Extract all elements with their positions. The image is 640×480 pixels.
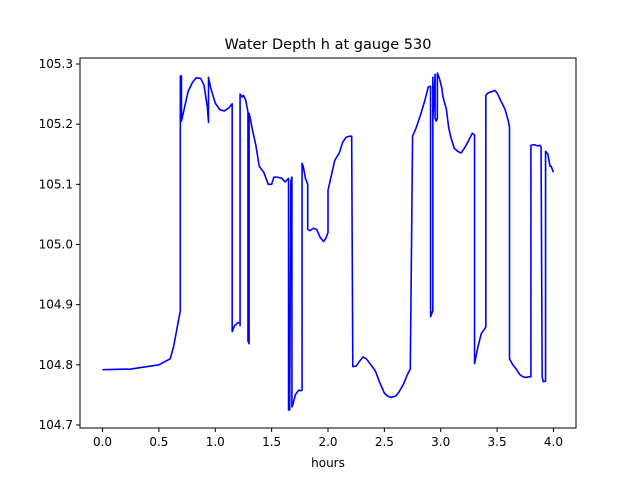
x-tick-label: 4.0 bbox=[544, 435, 563, 449]
y-tick-label: 105.3 bbox=[39, 57, 73, 71]
x-tick-label: 3.5 bbox=[488, 435, 507, 449]
x-tick-label: 1.5 bbox=[262, 435, 281, 449]
y-tick-label: 105.2 bbox=[39, 117, 73, 131]
series-line-0 bbox=[102, 72, 555, 411]
y-tick-label: 105.0 bbox=[39, 238, 73, 252]
x-axis-ticks: 0.0 0.5 1.0 1.5 2.0 2.5 3.0 3.5 4.0 bbox=[93, 428, 563, 449]
y-axis-ticks: 104.7 104.8 104.9 105.0 105.1 105.2 105.3 bbox=[39, 57, 80, 432]
x-tick-label: 0.0 bbox=[93, 435, 112, 449]
y-tick-label: 104.9 bbox=[39, 298, 73, 312]
x-tick-label: 2.0 bbox=[318, 435, 337, 449]
y-tick-label: 104.8 bbox=[39, 358, 73, 372]
x-tick-label: 0.5 bbox=[149, 435, 168, 449]
y-tick-label: 104.7 bbox=[39, 418, 73, 432]
plot-area bbox=[102, 72, 555, 411]
x-tick-label: 1.0 bbox=[206, 435, 225, 449]
x-tick-label: 2.5 bbox=[375, 435, 394, 449]
chart-title: Water Depth h at gauge 530 bbox=[225, 37, 432, 53]
x-axis-label: hours bbox=[311, 456, 345, 470]
y-tick-label: 105.1 bbox=[39, 177, 73, 191]
x-tick-label: 3.0 bbox=[431, 435, 450, 449]
